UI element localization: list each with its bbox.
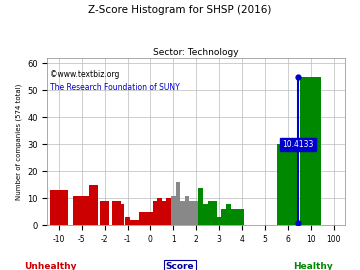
Bar [235, 209, 240, 225]
Bar [221, 209, 226, 225]
Bar [134, 220, 139, 225]
Bar [278, 144, 298, 225]
Bar [144, 212, 148, 225]
Bar [50, 190, 68, 225]
Bar [73, 196, 91, 225]
Bar [212, 201, 217, 225]
Bar [203, 204, 208, 225]
Text: Unhealthy: Unhealthy [24, 262, 77, 270]
Text: The Research Foundation of SUNY: The Research Foundation of SUNY [50, 83, 180, 92]
Bar [185, 196, 189, 225]
Bar [148, 212, 153, 225]
Bar [130, 220, 134, 225]
Bar [125, 217, 130, 225]
Text: ©www.textbiz.org: ©www.textbiz.org [50, 70, 120, 79]
Bar [89, 185, 98, 225]
Bar [100, 201, 109, 225]
Bar [176, 182, 180, 225]
Text: Z-Score Histogram for SHSP (2016): Z-Score Histogram for SHSP (2016) [88, 5, 272, 15]
Bar [166, 198, 171, 225]
Bar [157, 198, 162, 225]
Text: Score: Score [166, 262, 194, 270]
Text: 10.4133: 10.4133 [282, 140, 314, 149]
Bar [162, 201, 166, 225]
Bar [230, 209, 235, 225]
Bar [208, 201, 212, 225]
Bar [120, 204, 124, 225]
Bar [180, 201, 185, 225]
Bar [139, 212, 144, 225]
Bar [240, 209, 244, 225]
Bar [198, 188, 203, 225]
Bar [194, 201, 198, 225]
Y-axis label: Number of companies (574 total): Number of companies (574 total) [15, 83, 22, 200]
Bar [226, 204, 230, 225]
Bar [217, 217, 221, 225]
Text: Healthy: Healthy [293, 262, 333, 270]
Bar [112, 201, 121, 225]
Bar [189, 201, 194, 225]
Bar [300, 77, 321, 225]
Bar [171, 196, 176, 225]
Bar [153, 201, 157, 225]
Title: Sector: Technology: Sector: Technology [153, 48, 239, 57]
